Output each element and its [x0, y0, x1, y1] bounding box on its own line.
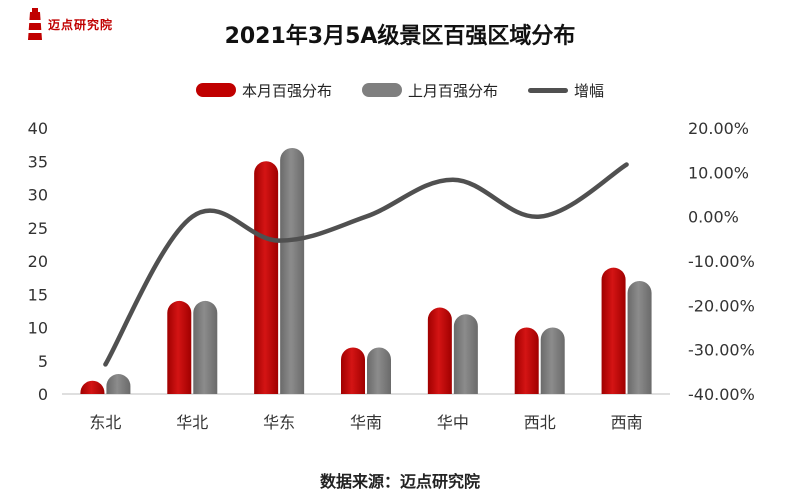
growth-line	[103, 162, 629, 367]
legend-swatch-current	[195, 83, 236, 97]
y-right-tick-label: 0.00%	[688, 208, 739, 227]
x-tick-label: 华南	[350, 413, 382, 432]
legend: 本月百强分布 上月百强分布 增幅	[0, 78, 800, 102]
x-tick-label: 西北	[524, 413, 556, 432]
x-tick-label: 华北	[176, 413, 208, 432]
bar-previous	[280, 147, 305, 394]
legend-label-previous: 上月百强分布	[407, 81, 498, 100]
bar-previous	[106, 374, 131, 394]
bar-previous	[193, 300, 218, 394]
y-right-tick-label: -10.00%	[688, 252, 755, 271]
bar-previous	[453, 314, 478, 394]
bar-current	[167, 300, 192, 394]
y-left-tick-label: 20	[28, 252, 48, 271]
y-right-tick-label: -30.00%	[688, 341, 755, 360]
legend-swatch-growth	[528, 87, 568, 93]
x-tick-label: 东北	[89, 413, 121, 432]
y-right-tick-label: 10.00%	[688, 163, 749, 182]
bar-previous	[367, 347, 392, 394]
y-left-tick-label: 30	[28, 186, 48, 205]
y-right-tick-label: -20.00%	[688, 296, 755, 315]
legend-swatch-previous	[361, 83, 402, 97]
bar-current	[514, 327, 539, 394]
bar-previous	[627, 280, 652, 394]
bar-current	[601, 267, 626, 394]
bar-previous	[540, 327, 565, 394]
logo-text: 迈点研究院	[48, 18, 114, 32]
legend-label-growth: 增幅	[574, 81, 605, 100]
bar-current	[341, 347, 365, 394]
y-right-tick-label: -40.00%	[688, 385, 755, 404]
source-label: 数据来源：迈点研究院	[319, 472, 480, 491]
y-left-tick-label: 40	[28, 119, 48, 138]
x-tick-label: 华东	[263, 413, 295, 432]
legend-label-current: 本月百强分布	[241, 81, 332, 100]
bar-current	[80, 380, 105, 394]
legend-item-previous: 上月百强分布	[361, 80, 498, 101]
chart-title: 2021年3月5A级景区百强区域分布	[224, 24, 576, 49]
lighthouse-icon	[28, 8, 42, 40]
logo: 迈点研究院	[26, 6, 136, 46]
y-left-tick-label: 25	[28, 219, 48, 238]
bar-current	[254, 161, 279, 394]
y-left-tick-label: 5	[38, 352, 48, 371]
x-tick-label: 西南	[611, 413, 643, 432]
y-left-tick-label: 15	[28, 285, 48, 304]
bar-current	[427, 307, 452, 394]
y-left-tick-label: 10	[28, 319, 48, 338]
y-left-tick-label: 35	[28, 152, 48, 171]
y-left-tick-label: 0	[38, 385, 48, 404]
legend-item-current: 本月百强分布	[195, 80, 332, 101]
y-right-tick-label: 20.00%	[688, 119, 749, 138]
x-tick-label: 华中	[437, 413, 469, 432]
legend-item-growth: 增幅	[528, 80, 604, 101]
